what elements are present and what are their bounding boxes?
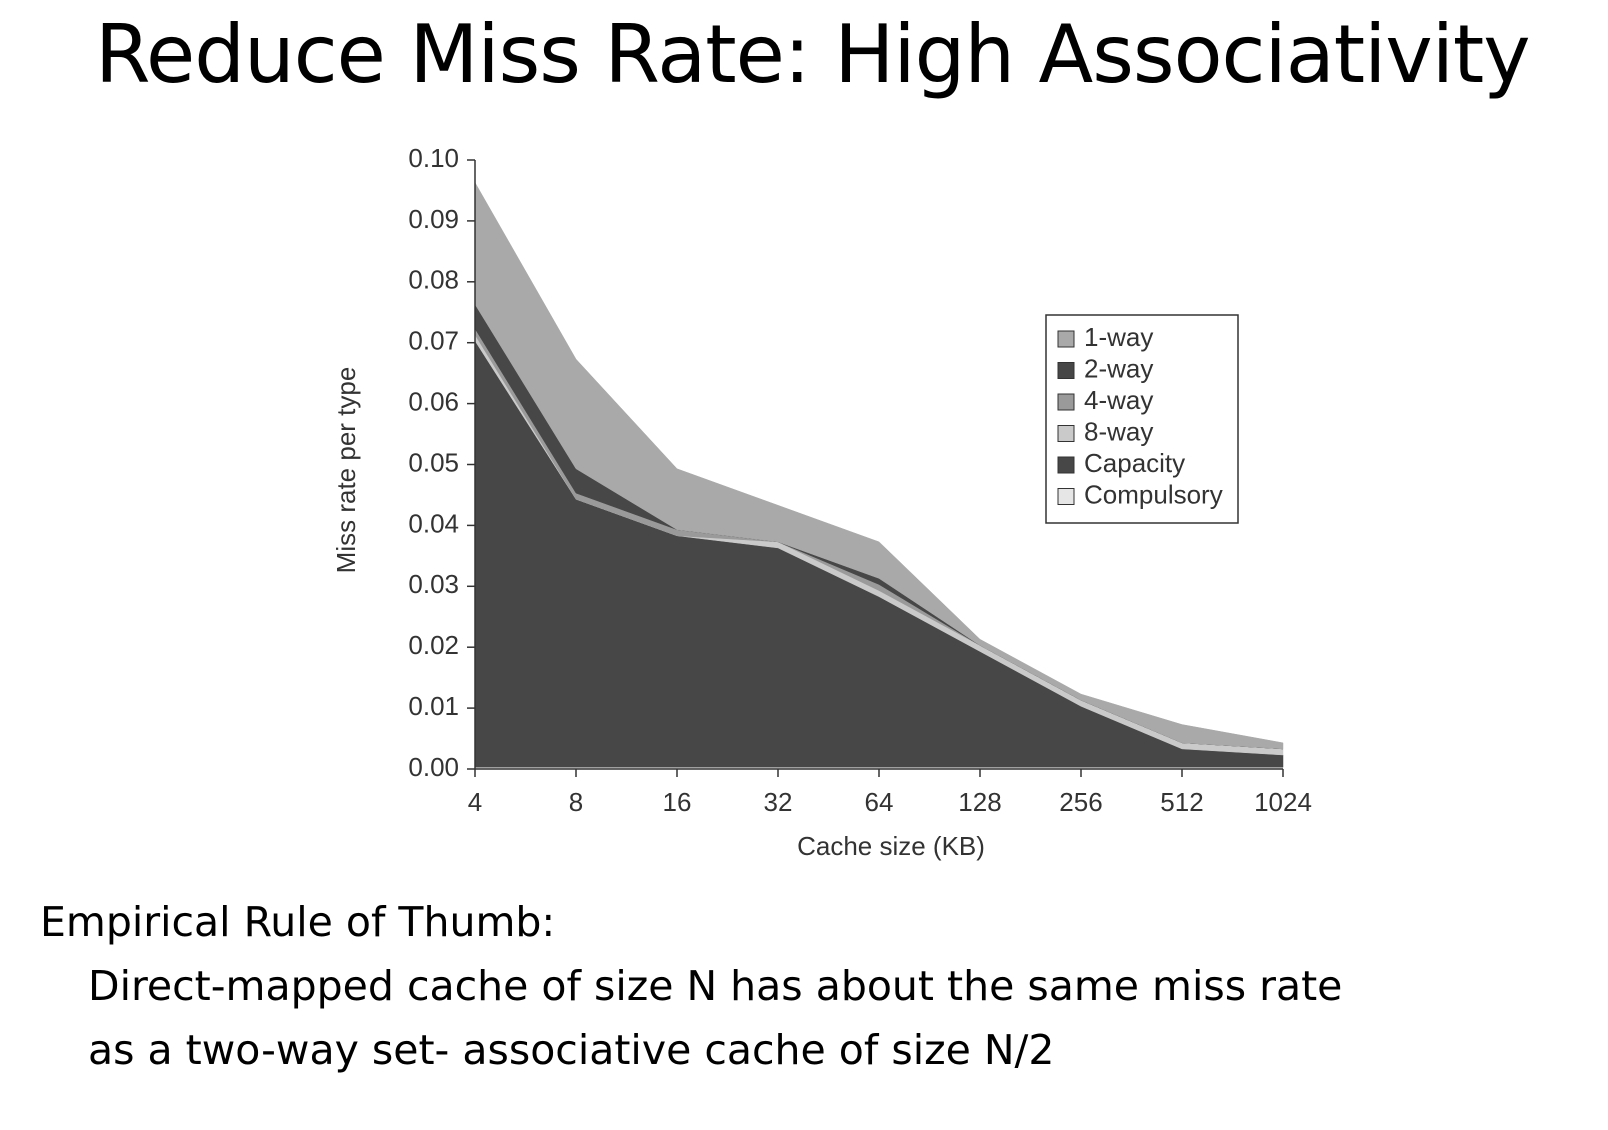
y-tick-label: 0.06 xyxy=(408,386,459,416)
x-tick-label: 8 xyxy=(569,787,583,817)
x-tick-label: 128 xyxy=(958,787,1001,817)
x-tick-label: 16 xyxy=(663,787,692,817)
legend-label: 1-way xyxy=(1084,322,1153,352)
legend-swatch xyxy=(1057,393,1075,411)
slide-title: Reduce Miss Rate: High Associativity xyxy=(95,8,1531,101)
y-tick-label: 0.01 xyxy=(408,691,459,721)
legend-swatch xyxy=(1057,330,1075,348)
x-tick-label: 1024 xyxy=(1254,787,1312,817)
x-tick-label: 4 xyxy=(468,787,482,817)
legend-label: 4-way xyxy=(1084,385,1153,415)
x-tick-label: 64 xyxy=(865,787,894,817)
notes-heading: Empirical Rule of Thumb: xyxy=(40,898,556,946)
x-axis-label: Cache size (KB) xyxy=(797,831,985,861)
legend-label: 8-way xyxy=(1084,416,1153,446)
notes: Empirical Rule of Thumb: Direct-mapped c… xyxy=(40,898,1342,1090)
y-tick-label: 0.10 xyxy=(408,143,459,173)
legend-label: 2-way xyxy=(1084,353,1153,383)
notes-line: as a two-way set- associative cache of s… xyxy=(88,1026,1055,1074)
y-tick-label: 0.07 xyxy=(408,326,459,356)
legend-box xyxy=(1045,314,1239,524)
legend-swatch xyxy=(1057,425,1075,442)
x-tick-label: 32 xyxy=(764,787,793,817)
x-tick-label: 512 xyxy=(1160,787,1203,817)
y-tick-label: 0.04 xyxy=(408,508,459,538)
y-axis-label: Miss rate per type xyxy=(331,367,361,574)
y-tick-label: 0.00 xyxy=(408,752,459,782)
y-tick-label: 0.05 xyxy=(408,447,459,477)
y-tick-label: 0.03 xyxy=(408,569,459,599)
notes-line: Direct-mapped cache of size N has about … xyxy=(88,962,1343,1010)
legend-swatch xyxy=(1057,456,1075,474)
y-tick-label: 0.08 xyxy=(408,265,459,295)
legend-label: Capacity xyxy=(1084,448,1185,478)
legend-swatch xyxy=(1057,362,1075,379)
x-tick-label: 256 xyxy=(1059,787,1102,817)
legend-label: Compulsory xyxy=(1084,479,1223,509)
area xyxy=(474,181,1284,750)
y-tick-label: 0.09 xyxy=(408,204,459,234)
y-tick-label: 0.02 xyxy=(408,630,459,660)
legend-swatch xyxy=(1057,488,1075,505)
